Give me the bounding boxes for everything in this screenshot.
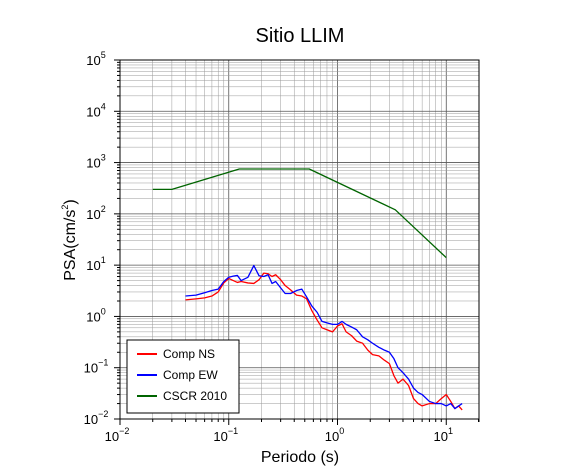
y-axis-label: PSA(cm/s2)	[60, 199, 79, 280]
legend-label-1: Comp EW	[163, 368, 218, 382]
tick-labels: 10−2 10−1 100 101 10−2 10−1 100 101 102 103 104 105	[84, 50, 453, 444]
x-axis-label: Periodo (s)	[261, 449, 339, 466]
legend: Comp NS Comp EW CSCR 2010	[126, 339, 240, 414]
series-line-1	[185, 264, 463, 410]
y-tick-label: 102	[86, 204, 105, 222]
x-tick-label: 100	[325, 426, 344, 444]
y-tick-label: 10−1	[84, 358, 109, 376]
plot-frame	[119, 59, 480, 420]
y-tick-label: 103	[86, 153, 105, 171]
series-lines	[152, 168, 463, 411]
y-tick-label: 100	[86, 306, 105, 324]
legend-label-2: CSCR 2010	[163, 389, 227, 403]
legend-label-0: Comp NS	[163, 347, 215, 361]
x-tick-label: 10−2	[105, 426, 130, 444]
y-tick-label: 104	[86, 101, 105, 119]
y-tick-label: 101	[86, 255, 105, 273]
chart-title: Sitio LLIM	[256, 25, 345, 47]
x-tick-label: 101	[434, 426, 453, 444]
grid	[114, 59, 480, 425]
series-line-2	[152, 168, 447, 259]
legend-box	[126, 339, 240, 414]
series-line-0	[185, 272, 463, 411]
y-tick-label: 105	[86, 50, 105, 68]
x-tick-label: 10−1	[213, 426, 238, 444]
y-tick-label: 10−2	[84, 409, 109, 427]
